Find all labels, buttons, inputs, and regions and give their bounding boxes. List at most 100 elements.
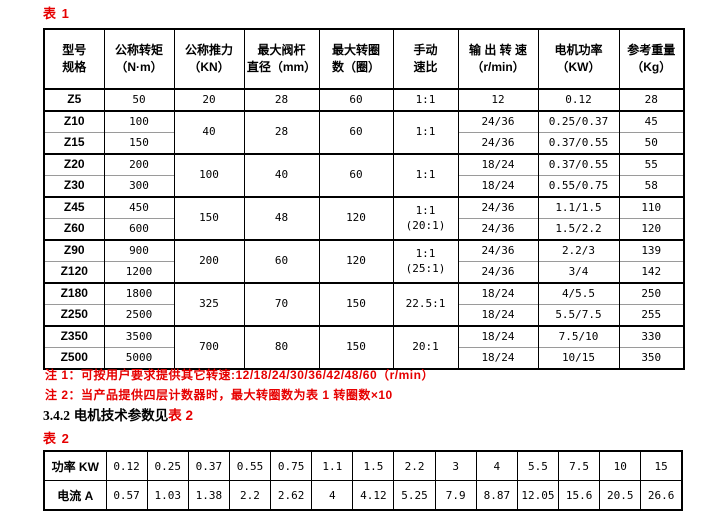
thrust-cell: 200	[173, 239, 245, 283]
motor-power-cell: 7.5/10	[537, 325, 620, 348]
table-row-z10: Z10 100 40 28 60 1:1 24/36 0.25/0.37 45	[43, 110, 685, 154]
motor-power-cell: 4/5.5	[537, 282, 620, 305]
note-1: 注 1：可按用户要求提供其它转速:12/18/24/30/36/42/48/60…	[45, 368, 434, 382]
torque-cell: 900	[103, 239, 175, 262]
output-speed-cell: 18/24	[457, 347, 539, 369]
current-row-value: 2.62	[270, 480, 313, 511]
power-row-value: 0.37	[187, 450, 230, 481]
motor-power-cell: 0.37/0.55	[537, 153, 620, 176]
manual-ratio-cell: 1:1	[392, 88, 459, 111]
column-header: 最大阀杆 直径（mm）	[243, 28, 320, 90]
motor-power-cell: 3/4	[537, 261, 620, 283]
motor-power-cell: 10/15	[537, 347, 620, 369]
power-row-value: 0.25	[146, 450, 189, 481]
current-row-value: 1.03	[146, 480, 189, 511]
motor-power-cell: 1.1/1.5	[537, 196, 620, 219]
spec-table-body: Z5 50 20 28 60 1:1 12 0.12 28 Z10 100 40 28 60 1:1 24/3…	[43, 88, 685, 369]
power-row-value: 3	[434, 450, 477, 481]
output-speed-cell: 12	[457, 88, 539, 111]
current-row-header: 电流 A	[43, 480, 107, 511]
motor-power-cell: 2.2/3	[537, 239, 620, 262]
torque-cell: 200	[103, 153, 175, 176]
thrust-cell: 700	[173, 325, 245, 369]
turns-cell: 150	[318, 325, 394, 369]
torque-cell: 150	[103, 132, 175, 154]
output-speed-cell: 18/24	[457, 153, 539, 176]
thrust-cell: 325	[173, 282, 245, 326]
model-cell: Z500	[43, 347, 105, 369]
model-cell: Z5	[43, 88, 105, 111]
column-header: 公称推力 （KN）	[173, 28, 245, 90]
turns-cell: 120	[318, 196, 394, 240]
torque-cell: 600	[103, 218, 175, 240]
turns-cell: 60	[318, 153, 394, 197]
manual-ratio-cell: 22.5:1	[392, 282, 459, 326]
thrust-cell: 100	[173, 153, 245, 197]
weight-cell: 120	[618, 218, 685, 240]
current-row-value: 5.25	[393, 480, 436, 511]
table-row-z180: Z180 1800 325 70 150 22.5:1 18/24 4/5.5 250	[43, 282, 685, 326]
power-row-value: 0.55	[228, 450, 272, 481]
header-row: 型号 规格 公称转矩 （N·m） 公称推力 （KN） 最大阀杆 直径（mm） 最大转圈 数（圈）手…	[43, 28, 685, 90]
torque-cell: 50	[103, 88, 175, 111]
table-row-z90: Z90 900 200 60 120 1:1 (25:1) 24/36 2.2/3 139	[43, 239, 685, 283]
table-row-z60: Z60 600 24/36 1.5/2.2 120	[43, 218, 685, 240]
power-row-value: 1.5	[352, 450, 395, 481]
manual-ratio-cell: 1:1	[392, 153, 459, 197]
output-speed-cell: 24/36	[457, 239, 539, 262]
stem-diameter-cell: 80	[243, 325, 320, 369]
power-row-value: 15	[640, 450, 683, 481]
table2-label: 表 2	[43, 431, 70, 446]
model-cell: Z45	[43, 196, 105, 219]
stem-diameter-cell: 28	[243, 110, 320, 154]
turns-cell: 60	[318, 88, 394, 111]
current-row: 电流 A 0.57 1.03 1.38 2.2 2.62 4 4.12 5.25 7.9 8.87 1…	[43, 480, 683, 511]
manual-ratio-cell: 1:1 (20:1)	[392, 196, 459, 240]
model-cell: Z20	[43, 153, 105, 176]
motor-power-cell: 5.5/7.5	[537, 304, 620, 326]
note-2: 注 2：当产品提供四层计数器时，最大转圈数为表 1 转圈数×10	[45, 388, 393, 402]
torque-cell: 5000	[103, 347, 175, 369]
motor-power-cell: 0.25/0.37	[537, 110, 620, 133]
power-row-value: 1.1	[311, 450, 354, 481]
section-number: 3.4.2	[43, 408, 70, 423]
current-row-value: 4.12	[352, 480, 395, 511]
table-row-z30: Z30 300 18/24 0.55/0.75 58	[43, 175, 685, 197]
model-cell: Z60	[43, 218, 105, 240]
stem-diameter-cell: 40	[243, 153, 320, 197]
current-row-value: 12.05	[516, 480, 560, 511]
section-table-ref: 表 2	[168, 408, 194, 423]
thrust-cell: 40	[173, 110, 245, 154]
torque-cell: 2500	[103, 304, 175, 326]
manual-ratio-cell: 1:1	[392, 110, 459, 154]
model-cell: Z350	[43, 325, 105, 348]
table-row-z350: Z350 3500 700 80 150 20:1 18/24 7.5/10 330	[43, 325, 685, 369]
model-cell: Z10	[43, 110, 105, 133]
table-row-z120: Z120 1200 24/36 3/4 142	[43, 261, 685, 283]
stem-diameter-cell: 60	[243, 239, 320, 283]
table-row-z5: Z5 50 20 28 60 1:1 12 0.12 28	[43, 88, 685, 111]
model-cell: Z250	[43, 304, 105, 326]
current-row-value: 20.5	[599, 480, 642, 511]
stem-diameter-cell: 70	[243, 282, 320, 326]
turns-cell: 60	[318, 110, 394, 154]
weight-cell: 110	[618, 196, 685, 219]
current-row-value: 7.9	[434, 480, 477, 511]
power-row: 功率 KW 0.12 0.25 0.37 0.55 0.75 1.1 1.5 2.2 3 4 5.5 7…	[43, 450, 683, 481]
weight-cell: 350	[618, 347, 685, 369]
model-cell: Z90	[43, 239, 105, 262]
column-header: 手动 速比	[392, 28, 459, 90]
weight-cell: 139	[618, 239, 685, 262]
stem-diameter-cell: 48	[243, 196, 320, 240]
output-speed-cell: 24/36	[457, 218, 539, 240]
weight-cell: 58	[618, 175, 685, 197]
motor-power-cell: 0.12	[537, 88, 620, 111]
manual-ratio-cell: 20:1	[392, 325, 459, 369]
torque-cell: 450	[103, 196, 175, 219]
model-cell: Z120	[43, 261, 105, 283]
torque-cell: 3500	[103, 325, 175, 348]
torque-cell: 1800	[103, 282, 175, 305]
table-row-z20: Z20 200 100 40 60 1:1 18/24 0.37/0.55 55	[43, 153, 685, 197]
model-cell: Z15	[43, 132, 105, 154]
current-row-value: 8.87	[475, 480, 518, 511]
